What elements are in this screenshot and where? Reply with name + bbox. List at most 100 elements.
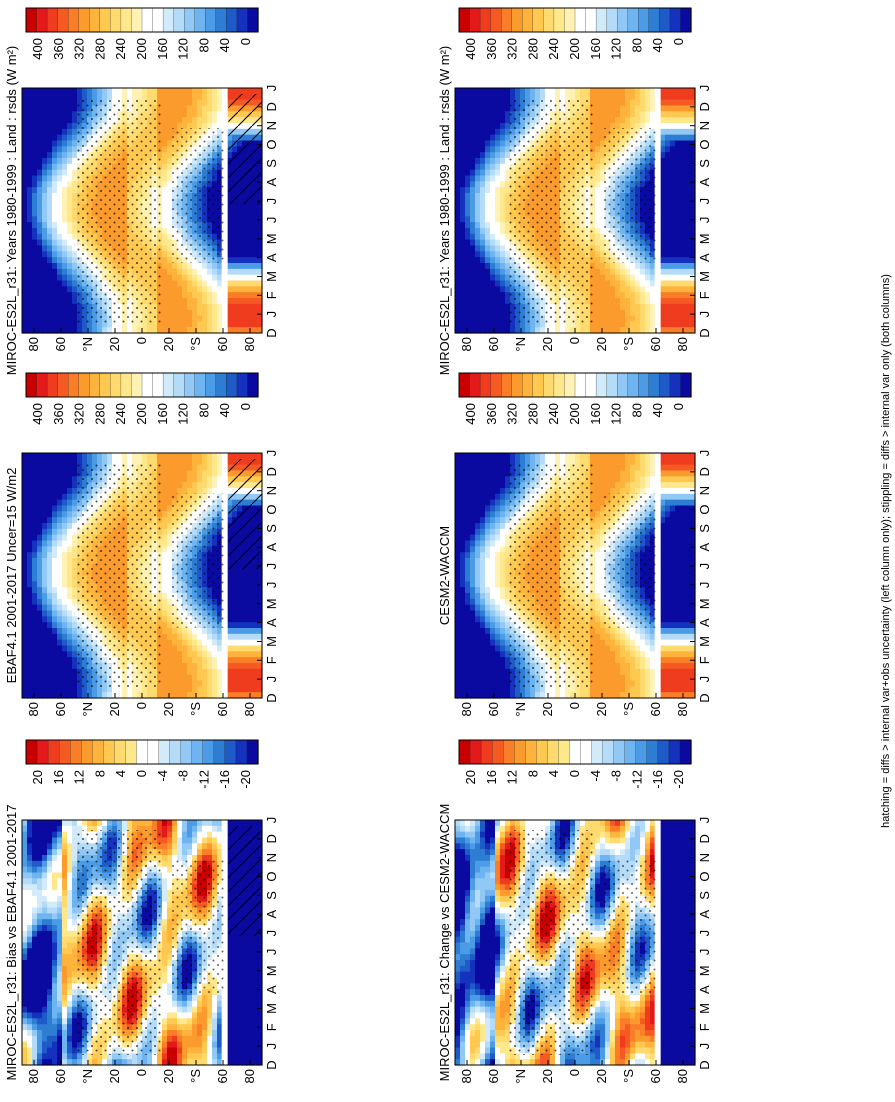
heatmap-cell [600, 251, 606, 258]
heatmap-cell [685, 99, 691, 107]
heatmap-cell [480, 321, 486, 328]
heatmap-cell [197, 274, 203, 282]
heatmap-cell [52, 558, 58, 565]
heatmap-cell [247, 233, 253, 241]
heatmap-cell [605, 99, 611, 107]
heatmap-cell [485, 117, 491, 124]
heatmap-cell [217, 111, 223, 118]
heatmap-cell [680, 163, 686, 171]
heatmap-cell [62, 464, 68, 472]
heatmap-cell [202, 309, 208, 317]
heatmap-cell [37, 511, 43, 518]
heatmap-cell [137, 327, 143, 334]
heatmap-cell [22, 222, 28, 229]
heatmap-cell [495, 309, 501, 317]
heatmap-cell [640, 292, 646, 299]
heatmap-cell [500, 88, 506, 95]
heatmap-cell [485, 327, 491, 334]
heatmap-cell [460, 111, 466, 118]
heatmap-cell [67, 286, 73, 293]
heatmap-cell [495, 315, 501, 322]
heatmap-cell [475, 268, 481, 276]
heatmap-cell [480, 210, 486, 217]
heatmap-cell [665, 298, 671, 305]
heatmap-cell [455, 210, 461, 217]
heatmap-cell [625, 93, 631, 101]
heatmap-cell [32, 222, 38, 229]
heatmap-cell [67, 169, 73, 177]
heatmap-cell [560, 327, 566, 334]
heatmap-cell [625, 309, 631, 317]
heatmap-cell [57, 604, 63, 612]
heatmap-cell [685, 134, 691, 142]
heatmap-cell [460, 158, 466, 165]
heatmap-cell [690, 193, 696, 200]
heatmap-cell [32, 146, 38, 153]
heatmap-cell [685, 146, 691, 153]
heatmap-cell [465, 257, 471, 264]
heatmap-cell [600, 239, 606, 247]
heatmap-cell [480, 298, 486, 305]
heatmap-cell [32, 204, 38, 212]
heatmap-cell [47, 563, 53, 571]
heatmap-cell [505, 88, 511, 95]
heatmap-cell [232, 239, 238, 247]
heatmap-cell [212, 321, 218, 328]
heatmap-cell [42, 680, 48, 687]
heatmap-cell [57, 163, 63, 171]
heatmap-cell [27, 622, 33, 629]
heatmap-cell [465, 128, 471, 136]
heatmap-cell [490, 181, 496, 188]
heatmap-cell [635, 105, 641, 112]
heatmap-cell [675, 268, 681, 276]
heatmap-cell [505, 327, 511, 334]
heatmap-cell [32, 453, 38, 460]
heatmap-cell [27, 488, 33, 495]
heatmap-cell [470, 303, 476, 311]
heatmap-cell [480, 158, 486, 165]
heatmap-cell [57, 298, 63, 305]
heatmap-cell [595, 163, 601, 171]
lat-tick-label: °S [621, 337, 636, 351]
heatmap-cell [37, 268, 43, 276]
heatmap-cell [465, 222, 471, 229]
heatmap-cell [600, 163, 606, 171]
heatmap-cell [470, 222, 476, 229]
heatmap-cell [162, 105, 168, 112]
heatmap-cell [32, 552, 38, 559]
heatmap-cell [500, 210, 506, 217]
heatmap-cell [237, 233, 243, 241]
heatmap-cell [92, 692, 98, 699]
heatmap-cell [490, 239, 496, 247]
heatmap-cell [67, 222, 73, 229]
heatmap-cell [47, 204, 53, 212]
heatmap-cell [620, 117, 626, 124]
heatmap-cell [67, 598, 73, 606]
heatmap-cell [52, 93, 58, 101]
heatmap-cell [460, 216, 466, 223]
heatmap-cell [62, 251, 68, 258]
heatmap-cell [22, 123, 28, 130]
heatmap-cell [640, 321, 646, 328]
heatmap-cell [685, 128, 691, 136]
heatmap-cell [485, 245, 491, 252]
heatmap-cell [62, 280, 68, 287]
heatmap-cell [42, 470, 48, 477]
heatmap-cell [57, 268, 63, 276]
heatmap-cell [147, 327, 153, 334]
heatmap-cell [490, 321, 496, 328]
heatmap-cell [480, 274, 486, 282]
heatmap-cell [625, 99, 631, 107]
heatmap-cell [690, 163, 696, 171]
heatmap-cell [595, 280, 601, 287]
heatmap-cell [77, 327, 83, 334]
heatmap-cell [57, 228, 63, 235]
heatmap-cell [42, 552, 48, 559]
heatmap-cell [62, 263, 68, 270]
heatmap-cell [460, 263, 466, 270]
heatmap-cell [470, 117, 476, 124]
lat-tick-label: °N [513, 337, 528, 352]
heatmap-cell [620, 274, 626, 282]
heatmap-cell [22, 493, 28, 501]
heatmap-cell [685, 204, 691, 212]
